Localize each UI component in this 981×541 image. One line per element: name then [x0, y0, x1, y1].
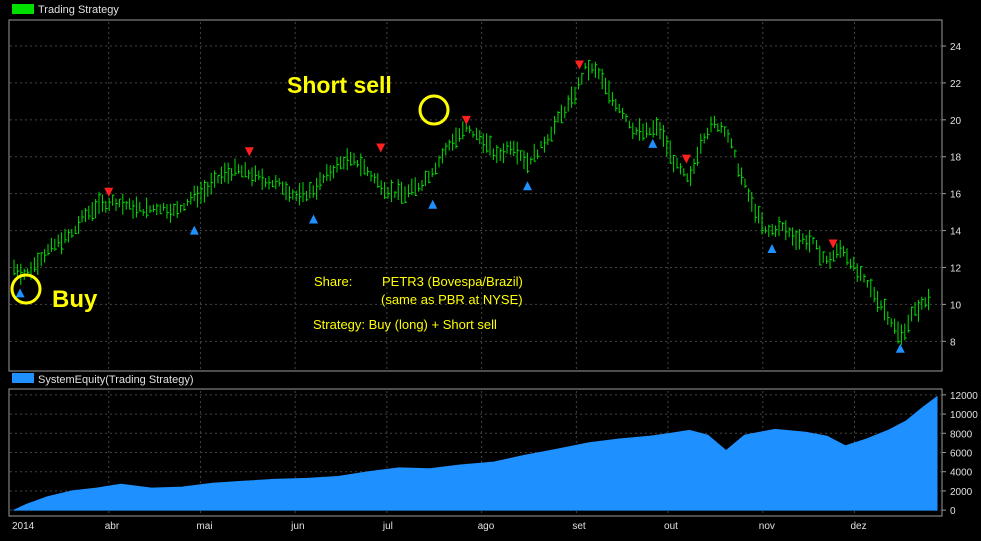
y-tick-label: 18	[950, 153, 962, 164]
short-sell-highlight-circle	[418, 94, 450, 126]
price-legend-label: Trading Strategy	[38, 4, 119, 16]
buy-signal-marker	[522, 181, 532, 191]
x-tick-label: abr	[105, 521, 120, 532]
price-bars-layer	[13, 59, 931, 345]
y-tick-label: 16	[950, 190, 962, 201]
strategy-label: Strategy: Buy (long) + Short sell	[313, 317, 497, 332]
sell-signal-marker	[376, 143, 386, 153]
y-tick-label: 2000	[950, 487, 973, 498]
equity-legend-label: SystemEquity(Trading Strategy)	[38, 374, 193, 386]
x-tick-label: set	[572, 521, 586, 532]
y-tick-label: 12	[950, 263, 962, 274]
x-tick-label: nov	[759, 521, 775, 532]
x-tick-label: out	[664, 521, 678, 532]
sell-signal-marker	[681, 154, 691, 164]
y-tick-label: 10	[950, 300, 962, 311]
buy-signal-marker	[309, 214, 319, 224]
y-tick-label: 24	[950, 42, 962, 53]
y-tick-label: 22	[950, 79, 962, 90]
y-tick-label: 6000	[950, 449, 973, 460]
y-tick-label: 12000	[950, 391, 978, 402]
signal-markers-layer	[15, 60, 905, 353]
sell-signal-marker	[104, 187, 114, 197]
share-note: (same as PBR at NYSE)	[381, 292, 523, 307]
x-tick-label: mai	[196, 521, 212, 532]
sell-signal-marker	[461, 115, 471, 125]
x-tick-label: jun	[290, 521, 304, 532]
y-tick-label: 8	[950, 337, 956, 348]
x-tick-label: jul	[382, 521, 393, 532]
equity-area-layer	[13, 395, 938, 511]
y-tick-label: 14	[950, 227, 962, 238]
buy-signal-marker	[15, 288, 25, 298]
equity-legend-swatch	[12, 373, 34, 383]
share-label: Share:	[314, 274, 352, 289]
y-tick-label: 4000	[950, 468, 973, 479]
sell-signal-marker	[244, 147, 254, 157]
sell-signal-marker	[574, 60, 584, 70]
x-tick-label: 2014	[12, 521, 35, 532]
sell-signal-marker	[828, 239, 838, 249]
y-tick-label: 0	[950, 506, 956, 517]
buy-signal-marker	[428, 199, 438, 209]
x-tick-label: ago	[478, 521, 495, 532]
buy-annotation: Buy	[52, 286, 98, 313]
price-panel-frame	[8, 19, 943, 372]
share-value: PETR3 (Bovespa/Brazil)	[382, 274, 523, 289]
buy-signal-marker	[189, 225, 199, 235]
buy-signal-marker	[895, 343, 905, 353]
y-tick-label: 10000	[950, 410, 978, 421]
y-tick-label: 20	[950, 116, 962, 127]
short-sell-annotation: Short sell	[287, 72, 392, 98]
buy-highlight-circle	[10, 273, 42, 305]
price-legend-swatch	[12, 4, 34, 14]
buy-signal-marker	[767, 244, 777, 254]
equity-area	[13, 395, 938, 511]
axis-labels-layer: 2014 abr mai jun jul ago set out nov dez 8 10 12 14 16…	[12, 42, 978, 532]
y-tick-label: 8000	[950, 429, 973, 440]
x-tick-label: dez	[850, 521, 866, 532]
buy-signal-marker	[648, 138, 658, 148]
